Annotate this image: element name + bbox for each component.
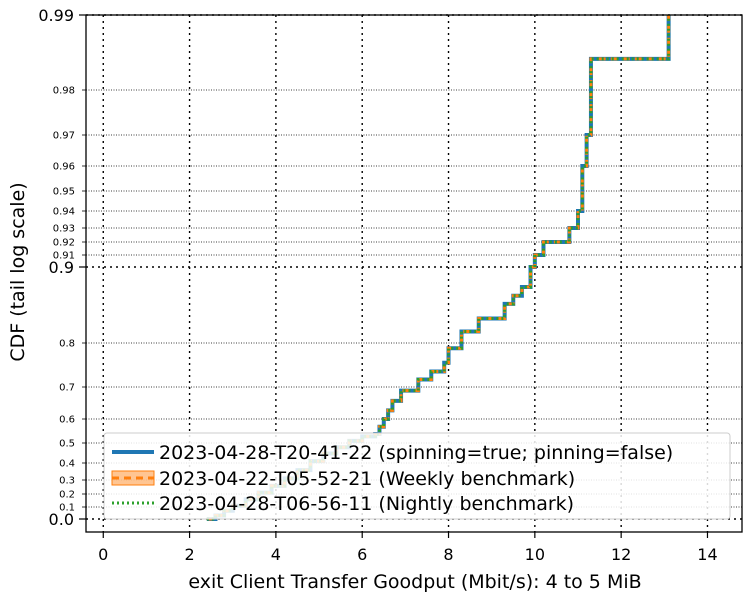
x-tick-label: 8 bbox=[443, 545, 453, 564]
x-tick-label: 14 bbox=[697, 545, 717, 564]
x-tick-label: 4 bbox=[271, 545, 281, 564]
y-minor-tick-label: 0.7 bbox=[59, 383, 75, 394]
y-minor-tick-label: 0.8 bbox=[59, 339, 75, 350]
legend-label: 2023-04-22-T05-52-21 (Weekly benchmark) bbox=[159, 468, 575, 490]
y-minor-tick-label: 0.1 bbox=[59, 503, 75, 514]
x-tick-label: 10 bbox=[525, 545, 545, 564]
legend-label: 2023-04-28-T06-56-11 (Nightly benchmark) bbox=[159, 493, 574, 515]
y-minor-tick-label: 0.5 bbox=[59, 439, 75, 450]
y-minor-tick-label: 0.93 bbox=[53, 224, 75, 235]
legend-box bbox=[103, 432, 731, 520]
y-minor-tick-label: 0.96 bbox=[53, 162, 75, 173]
x-axis-title: exit Client Transfer Goodput (Mbit/s): 4… bbox=[188, 571, 641, 593]
legend: 2023-04-28-T20-41-22 (spinning=true; pin… bbox=[103, 432, 731, 520]
x-tick-label: 12 bbox=[611, 545, 631, 564]
y-minor-tick-label: 0.4 bbox=[59, 459, 75, 470]
y-minor-tick-label: 0.95 bbox=[53, 187, 75, 198]
y-minor-tick-label: 0.6 bbox=[59, 415, 75, 426]
y-major-tick-label: 0.0 bbox=[49, 510, 74, 529]
x-tick-label: 6 bbox=[357, 545, 367, 564]
legend-label: 2023-04-28-T20-41-22 (spinning=true; pin… bbox=[159, 442, 673, 464]
x-tick-label: 0 bbox=[98, 545, 108, 564]
axis-ticks: 0 2 4 6 8 10 12 140.10.20.30.40.50.60.70.80.910… bbox=[38, 6, 717, 564]
y-minor-tick-label: 0.2 bbox=[59, 490, 75, 501]
y-axis-title: CDF (tail log scale) bbox=[7, 182, 29, 361]
axes-frame bbox=[85, 14, 743, 533]
y-minor-tick-label: 0.91 bbox=[53, 251, 75, 262]
y-minor-tick-label: 0.97 bbox=[53, 131, 75, 142]
y-major-tick-label: 0.99 bbox=[38, 6, 74, 25]
plot-frame bbox=[85, 14, 743, 533]
y-minor-tick-label: 0.3 bbox=[59, 476, 75, 487]
y-minor-tick-label: 0.98 bbox=[53, 86, 75, 97]
y-minor-tick-label: 0.92 bbox=[53, 238, 75, 249]
x-tick-label: 2 bbox=[184, 545, 194, 564]
y-minor-tick-label: 0.94 bbox=[53, 207, 75, 218]
y-major-tick-label: 0.9 bbox=[49, 258, 74, 277]
